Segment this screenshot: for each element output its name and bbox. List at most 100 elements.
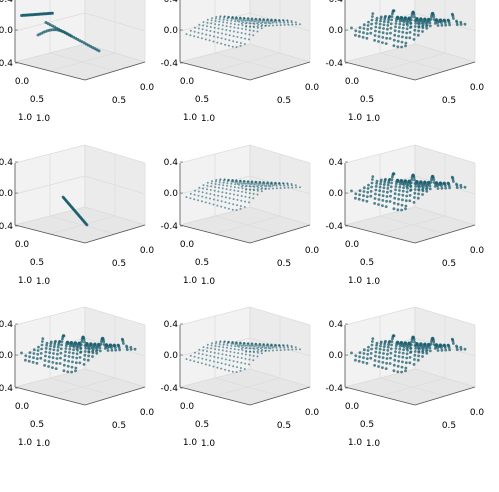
data-point bbox=[232, 180, 235, 183]
data-point bbox=[202, 24, 205, 27]
data-point bbox=[370, 343, 374, 347]
data-point bbox=[206, 188, 208, 191]
data-point bbox=[244, 195, 247, 198]
data-point bbox=[294, 21, 297, 24]
data-point bbox=[211, 17, 213, 20]
data-point bbox=[392, 334, 396, 338]
data-point bbox=[237, 23, 240, 26]
data-point bbox=[125, 348, 129, 351]
data-point bbox=[241, 190, 244, 193]
data-point bbox=[238, 181, 241, 184]
x-tick-label: 0.0 bbox=[345, 402, 360, 412]
data-point bbox=[240, 32, 243, 34]
data-point bbox=[394, 350, 397, 354]
data-point bbox=[260, 188, 263, 191]
data-point bbox=[436, 21, 439, 25]
data-point bbox=[379, 19, 382, 23]
data-point bbox=[377, 365, 380, 368]
data-point bbox=[357, 197, 361, 201]
data-point bbox=[264, 24, 267, 27]
data-point bbox=[392, 207, 396, 211]
data-point bbox=[201, 32, 204, 35]
data-point bbox=[268, 24, 271, 27]
data-point bbox=[189, 197, 192, 200]
x-tick-label: 0.5 bbox=[360, 95, 374, 105]
data-point bbox=[205, 358, 208, 361]
data-point bbox=[214, 345, 217, 347]
data-point bbox=[358, 351, 362, 355]
data-point bbox=[401, 355, 405, 359]
data-point bbox=[388, 15, 392, 18]
data-point bbox=[365, 199, 369, 203]
data-point bbox=[409, 22, 412, 25]
data-point bbox=[409, 25, 413, 29]
data-point bbox=[377, 35, 381, 38]
data-point bbox=[393, 192, 397, 196]
data-point bbox=[362, 194, 365, 198]
data-point bbox=[232, 198, 235, 201]
data-point bbox=[244, 347, 247, 350]
data-point bbox=[204, 363, 207, 366]
data-point bbox=[397, 30, 401, 33]
data-point bbox=[225, 188, 228, 191]
data-point bbox=[393, 354, 397, 358]
data-point bbox=[193, 35, 196, 38]
data-point bbox=[400, 370, 403, 374]
data-point bbox=[202, 184, 205, 187]
data-point bbox=[248, 188, 251, 191]
x-tick-label: 1.0 bbox=[18, 438, 33, 448]
y-tick-label: 1.0 bbox=[366, 439, 381, 449]
data-point bbox=[216, 204, 219, 207]
data-point bbox=[244, 200, 247, 203]
grid-line bbox=[84, 144, 146, 164]
data-point bbox=[193, 360, 196, 363]
data-point bbox=[236, 19, 239, 22]
scatter-points bbox=[20, 334, 137, 374]
y-tick-label: 0.5 bbox=[112, 259, 126, 269]
data-point bbox=[282, 183, 285, 185]
x-tick-label: 1.0 bbox=[183, 113, 198, 123]
y-tick-label: 0.0 bbox=[470, 408, 485, 418]
data-point bbox=[45, 341, 49, 345]
data-point bbox=[221, 195, 223, 198]
data-point bbox=[256, 355, 259, 358]
data-point bbox=[217, 348, 220, 351]
data-point bbox=[241, 24, 244, 27]
data-point bbox=[375, 16, 379, 20]
data-point bbox=[373, 359, 377, 362]
data-point bbox=[240, 19, 243, 22]
data-point bbox=[240, 36, 243, 39]
data-point bbox=[455, 184, 459, 187]
data-point bbox=[113, 346, 117, 349]
subplot-ls: LS0.40.0-0.40.51.00.00.00.51.0 bbox=[0, 0, 154, 124]
data-point bbox=[248, 350, 251, 353]
data-point bbox=[357, 34, 361, 38]
grid-line bbox=[344, 144, 416, 164]
data-point bbox=[221, 349, 224, 352]
data-point bbox=[417, 350, 421, 353]
z-tick-label: 0.4 bbox=[164, 320, 179, 330]
data-point bbox=[381, 204, 384, 207]
data-point bbox=[402, 348, 405, 352]
data-point bbox=[83, 350, 87, 353]
data-point bbox=[389, 194, 392, 198]
data-point bbox=[228, 179, 230, 182]
data-point bbox=[117, 346, 121, 349]
data-point bbox=[236, 356, 239, 359]
data-point bbox=[212, 198, 215, 201]
data-point bbox=[408, 361, 412, 365]
data-point bbox=[401, 182, 404, 186]
data-point bbox=[214, 20, 217, 22]
data-point bbox=[443, 184, 447, 187]
data-point bbox=[236, 342, 239, 345]
data-point bbox=[237, 348, 240, 351]
data-point bbox=[243, 17, 246, 20]
data-point bbox=[396, 180, 400, 183]
data-point bbox=[416, 19, 420, 23]
data-point bbox=[39, 352, 43, 355]
data-point bbox=[283, 346, 286, 349]
data-point bbox=[436, 184, 439, 188]
scatter-points bbox=[350, 172, 467, 212]
data-point bbox=[212, 360, 215, 363]
x-axis-line bbox=[344, 224, 416, 244]
